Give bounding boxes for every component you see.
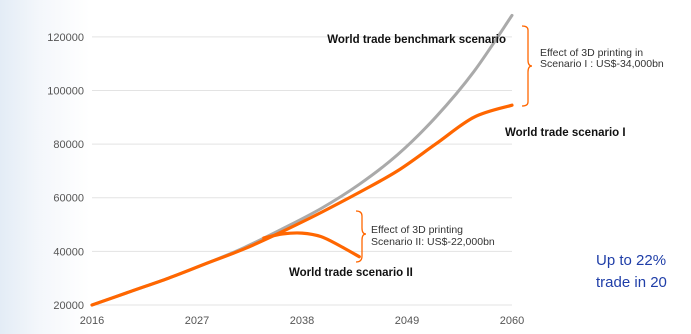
series-label-scenario-1: World trade scenario I [505, 127, 626, 139]
grid-lines [92, 36, 512, 306]
side-note-line-1: Up to 22% [596, 252, 667, 269]
y-axis-ticks: 20000 40000 60000 80000 100000 120000 [47, 32, 84, 312]
side-note: Up to 22% trade in 20 [596, 250, 691, 294]
x-axis-ticks: 2016 2027 2038 2049 2060 [80, 315, 524, 327]
x-tick-label-0: 2016 [80, 315, 104, 327]
y-tick-label-2: 60000 [53, 193, 84, 205]
series-line-scenario-2 [262, 231, 361, 259]
series-label-scenario-2: World trade scenario II [289, 267, 413, 279]
series-label-benchmark: World trade benchmark scenario [327, 34, 506, 46]
x-tick-label-4: 2060 [500, 315, 524, 327]
bracket-scenario-2 [355, 210, 367, 263]
x-tick-label-2: 2038 [290, 315, 314, 327]
annotation-effect-2-line1: Effect of 3D printing [371, 224, 463, 236]
bracket-scenario-1 [521, 25, 533, 107]
x-tick-label-1: 2027 [185, 315, 209, 327]
series-line-scenario-1 [90, 103, 514, 307]
annotation-effect-1-line2: Scenario I : US$-34,000bn [540, 58, 664, 70]
annotation-effect-1-line1: Effect of 3D printing in [540, 47, 643, 59]
series-lines [90, 13, 514, 307]
side-note-line-2: trade in 20 [596, 274, 667, 291]
y-tick-label-5: 120000 [47, 32, 84, 44]
y-tick-label-0: 20000 [53, 300, 84, 312]
annotation-effect-2-line2: Scenario II: US$-22,000bn [371, 236, 495, 248]
y-tick-label-3: 80000 [53, 139, 84, 151]
y-tick-label-4: 100000 [47, 85, 84, 97]
series-line-benchmark [90, 13, 514, 307]
x-tick-label-3: 2049 [395, 315, 419, 327]
y-tick-label-1: 40000 [53, 246, 84, 258]
